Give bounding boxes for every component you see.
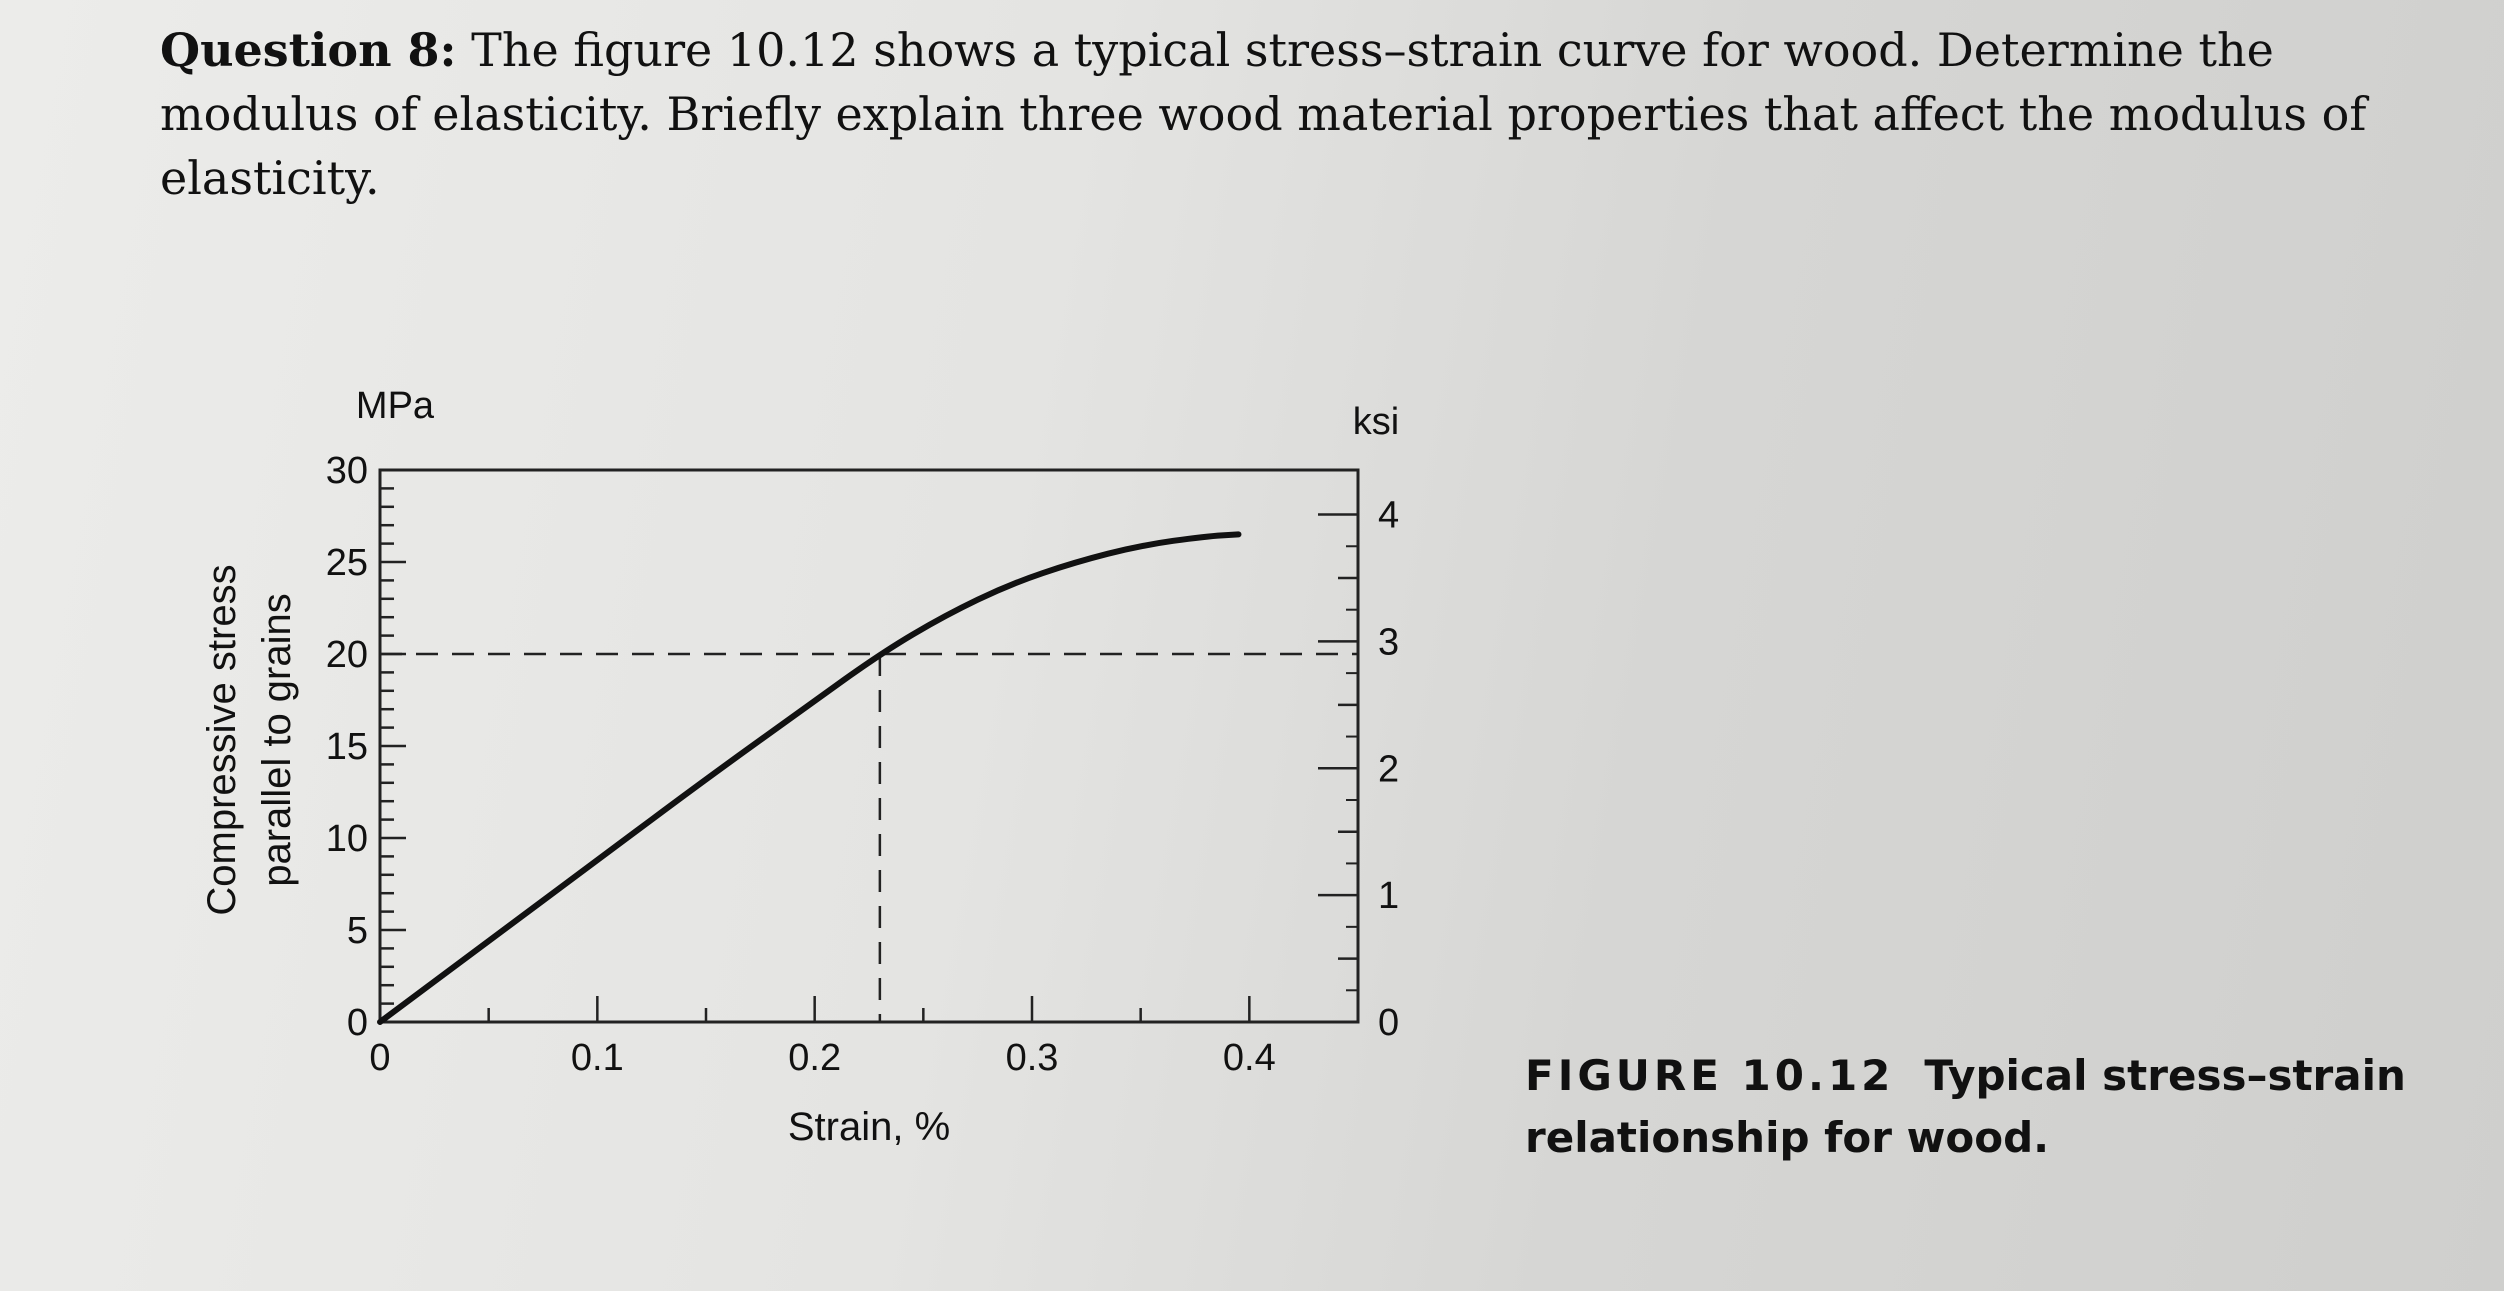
y-axis-label-line2: parallel to grains — [255, 593, 299, 887]
question-label: Question 8: — [160, 23, 457, 77]
ksi-tick-label: 3 — [1378, 621, 1399, 663]
x-tick-label: 0.2 — [788, 1037, 841, 1079]
x-tick-label: 0.3 — [1006, 1037, 1059, 1079]
question-body: The figure 10.12 shows a typical stress–… — [160, 23, 2367, 205]
y-tick-label: 20 — [326, 634, 368, 676]
x-axis-label: Strain, % — [788, 1105, 950, 1149]
figure-caption: FIGURE 10.12 Typical stress–strain relati… — [1525, 1045, 2425, 1169]
ksi-tick-label: 1 — [1378, 875, 1399, 917]
stress-strain-curve — [377, 531, 1242, 1025]
y-tick-label: 0 — [347, 1002, 368, 1044]
ksi-tick-label: 4 — [1378, 495, 1399, 537]
plot-frame — [378, 468, 1360, 1024]
y-tick-label: 30 — [326, 450, 368, 492]
y-tick-label: 5 — [347, 910, 368, 952]
y-tick-label: 15 — [326, 726, 368, 768]
right-unit-label: ksi — [1353, 401, 1399, 443]
figure-label: FIGURE 10.12 — [1525, 1051, 1895, 1100]
x-tick-label: 0 — [369, 1037, 390, 1079]
x-tick-label: 0.1 — [571, 1037, 624, 1079]
ksi-tick-label: 0 — [1378, 1002, 1399, 1044]
ksi-tick-label: 2 — [1378, 748, 1399, 790]
y-axis-label-line1: Compressive stress — [200, 564, 244, 915]
question-text: Question 8: The figure 10.12 shows a typ… — [160, 18, 2380, 210]
y-tick-label: 25 — [326, 542, 368, 584]
left-unit-label: MPa — [356, 385, 435, 427]
y-tick-label: 10 — [326, 818, 368, 860]
x-tick-label: 0.4 — [1223, 1037, 1276, 1079]
figure-caption-text: Typical stress–strain relationship for w… — [1525, 1051, 2406, 1162]
